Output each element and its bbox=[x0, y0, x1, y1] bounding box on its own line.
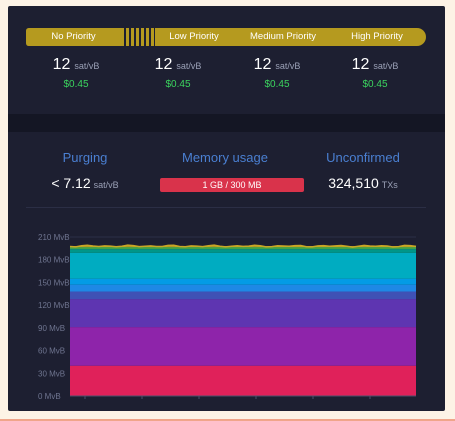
stat-value: 324,510 bbox=[328, 175, 379, 191]
section-divider bbox=[8, 114, 445, 132]
mempool-stats: Purging < 7.12 sat/vB Memory usage 1 GB /… bbox=[8, 132, 445, 212]
stat-unconfirmed: Unconfirmed 324,510 TXs bbox=[298, 150, 428, 191]
y-tick-label: 90 MvB bbox=[38, 324, 65, 333]
fee-no-priority: 12 sat/vB $0.45 bbox=[31, 56, 121, 90]
priority-bar-divider bbox=[121, 28, 155, 46]
tier-label-no-priority: No Priority bbox=[51, 31, 96, 42]
fee-unit: sat/vB bbox=[176, 61, 202, 71]
chart-band bbox=[70, 284, 416, 292]
fee-estimates-panel: No Priority Low Priority Medium Priority… bbox=[8, 6, 445, 124]
stat-title: Memory usage bbox=[182, 150, 268, 165]
fee-usd: $0.45 bbox=[165, 79, 191, 90]
fee-value: 12 bbox=[52, 56, 71, 73]
page-bottom-border bbox=[0, 419, 455, 421]
y-tick-label: 120 MvB bbox=[38, 301, 70, 310]
memory-usage-bar: 1 GB / 300 MB bbox=[160, 178, 304, 192]
stat-unit: TXs bbox=[381, 180, 398, 190]
y-tick-label: 30 MvB bbox=[38, 369, 65, 378]
fee-low-priority: 12 sat/vB $0.45 bbox=[133, 56, 223, 90]
stat-purging: Purging < 7.12 sat/vB bbox=[20, 150, 150, 191]
tier-label-high-priority: High Priority bbox=[351, 31, 403, 42]
fee-unit: sat/vB bbox=[275, 61, 301, 71]
fee-unit: sat/vB bbox=[74, 61, 100, 71]
stat-value: < 7.12 bbox=[51, 175, 91, 191]
chart-band bbox=[70, 327, 416, 366]
chart-top-edge bbox=[69, 244, 417, 248]
tier-label-medium-priority: Medium Priority bbox=[250, 31, 316, 42]
chart-band bbox=[70, 246, 416, 250]
tier-label-low-priority: Low Priority bbox=[169, 31, 219, 42]
y-tick-label: 60 MvB bbox=[38, 347, 65, 356]
fee-value: 12 bbox=[253, 56, 272, 73]
y-tick-label: 150 MvB bbox=[38, 278, 70, 287]
stat-unit: sat/vB bbox=[93, 180, 119, 190]
chart-band bbox=[70, 278, 416, 285]
fee-usd: $0.45 bbox=[264, 79, 290, 90]
fee-usd: $0.45 bbox=[63, 79, 89, 90]
fee-value: 12 bbox=[351, 56, 370, 73]
chart-band bbox=[70, 365, 416, 396]
fee-value: 12 bbox=[154, 56, 173, 73]
mempool-chart-svg: 210 MvB 180 MvB 150 MvB 120 MvB 90 MvB 60 MvB… bbox=[38, 233, 417, 401]
chart-band bbox=[70, 299, 416, 328]
fee-unit: sat/vB bbox=[373, 61, 399, 71]
y-tick-label: 180 MvB bbox=[38, 256, 70, 265]
stat-title: Unconfirmed bbox=[326, 150, 400, 165]
mempool-size-chart: 210 MvB 180 MvB 150 MvB 120 MvB 90 MvB 60 MvB… bbox=[8, 228, 445, 411]
chart-band bbox=[70, 252, 416, 279]
y-tick-label: 210 MvB bbox=[38, 233, 70, 242]
priority-bar: No Priority Low Priority Medium Priority… bbox=[26, 28, 426, 46]
stats-separator bbox=[26, 207, 426, 208]
chart-band bbox=[70, 291, 416, 300]
stat-memory-usage: Memory usage 1 GB / 300 MB bbox=[160, 150, 304, 192]
fee-usd: $0.45 bbox=[362, 79, 388, 90]
mempool-dashboard: No Priority Low Priority Medium Priority… bbox=[8, 6, 445, 411]
fee-high-priority: 12 sat/vB $0.45 bbox=[330, 56, 420, 90]
stat-title: Purging bbox=[62, 150, 108, 165]
fee-medium-priority: 12 sat/vB $0.45 bbox=[232, 56, 322, 90]
y-tick-label: 0 MvB bbox=[38, 392, 61, 401]
chart-band bbox=[70, 249, 416, 253]
